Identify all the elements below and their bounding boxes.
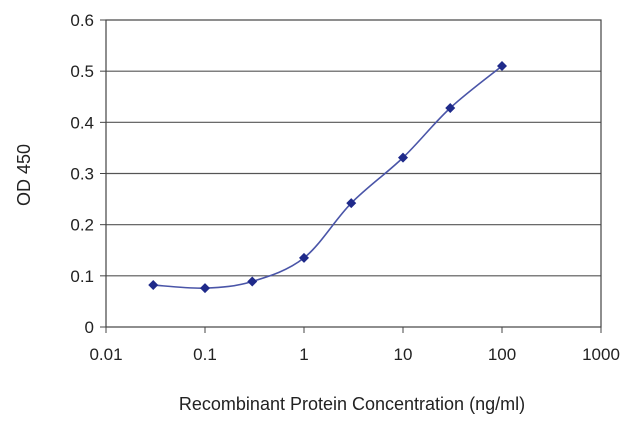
y-tick-label: 0.4 [70, 113, 94, 132]
y-tick-label: 0.1 [70, 267, 94, 286]
x-tick-label: 10 [394, 345, 413, 364]
data-point [398, 152, 408, 163]
x-tick-label: 1000 [582, 345, 620, 364]
y-tick-label: 0.3 [70, 165, 94, 184]
x-axis-ticks: 0.01 0.1 1 10 100 1000 [89, 327, 620, 364]
x-tick-label: 100 [488, 345, 516, 364]
data-points [148, 61, 507, 294]
y-tick-label: 0 [85, 318, 94, 337]
x-tick-label: 0.01 [89, 345, 122, 364]
x-axis-title: Recombinant Protein Concentration (ng/ml… [179, 394, 525, 414]
y-tick-label: 0.5 [70, 62, 94, 81]
y-axis-ticks: 0 0.1 0.2 0.3 0.4 0.5 0.6 [70, 11, 106, 337]
y-tick-label: 0.2 [70, 216, 94, 235]
y-tick-label: 0.6 [70, 11, 94, 30]
data-point [200, 283, 210, 294]
data-point [247, 276, 258, 287]
data-point [445, 103, 456, 114]
data-point [148, 280, 159, 291]
y-axis-title: OD 450 [14, 144, 34, 206]
x-tick-label: 0.1 [193, 345, 217, 364]
data-point [346, 198, 357, 209]
series-line [153, 65, 503, 289]
grid-lines [106, 70, 601, 277]
x-tick-label: 1 [299, 345, 308, 364]
data-point [497, 61, 507, 72]
data-point [299, 252, 309, 263]
